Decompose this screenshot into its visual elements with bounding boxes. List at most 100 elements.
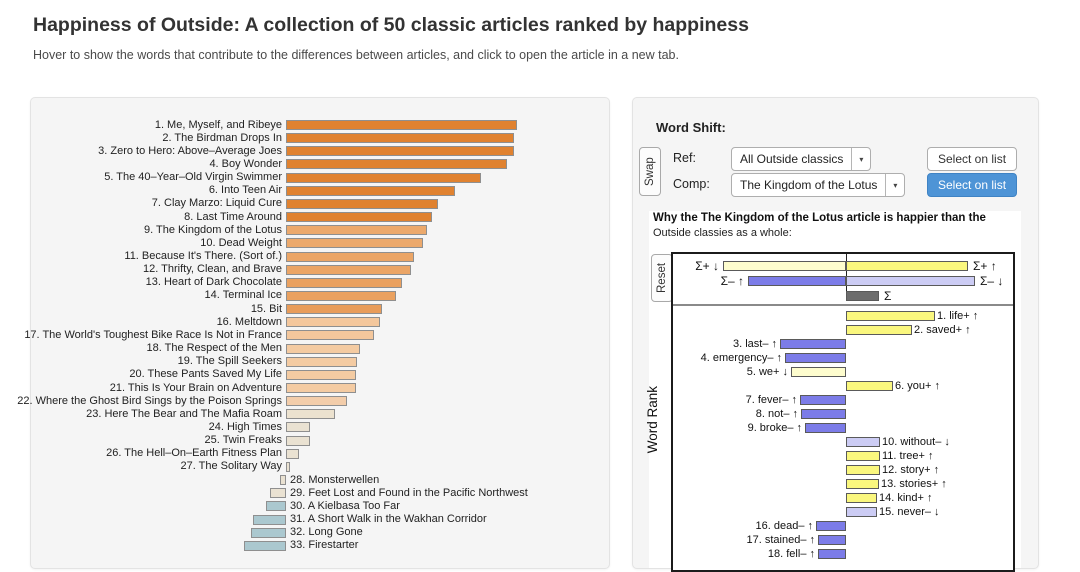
word-bar[interactable] <box>846 507 877 517</box>
article-bar[interactable] <box>280 475 286 486</box>
select-ref-on-list-button[interactable]: Select on list <box>927 147 1018 171</box>
article-bar[interactable] <box>286 396 347 407</box>
article-label[interactable]: 25. Twin Freaks <box>204 434 282 447</box>
word-bar[interactable] <box>846 381 893 391</box>
article-bar[interactable] <box>286 409 335 420</box>
swap-button[interactable]: Swap <box>639 147 661 196</box>
article-label[interactable]: 26. The Hell–On–Earth Fitness Plan <box>106 447 282 460</box>
word-bar[interactable] <box>818 549 846 559</box>
word-bar[interactable] <box>846 451 880 461</box>
article-label[interactable]: 4. Boy Wonder <box>209 157 282 170</box>
article-label[interactable]: 19. The Spill Seekers <box>177 355 282 368</box>
word-label[interactable]: 7. fever– ↑ <box>745 394 797 406</box>
word-label[interactable]: 17. stained– ↑ <box>746 534 816 546</box>
word-bar[interactable] <box>846 493 877 503</box>
article-label[interactable]: 20. These Pants Saved My Life <box>129 368 282 381</box>
article-label[interactable]: 14. Terminal Ice <box>204 289 282 302</box>
word-label[interactable]: 11. tree+ ↑ <box>882 450 934 462</box>
word-label[interactable]: 9. broke– ↑ <box>747 422 802 434</box>
word-label[interactable]: 12. story+ ↑ <box>882 464 940 476</box>
article-bar[interactable] <box>286 198 438 209</box>
article-bar[interactable] <box>286 146 514 157</box>
article-bar[interactable] <box>286 422 310 433</box>
article-bar[interactable] <box>286 356 357 367</box>
article-bar[interactable] <box>286 304 382 315</box>
article-label[interactable]: 21. This Is Your Brain on Adventure <box>109 381 282 394</box>
article-label[interactable]: 11. Because It's There. (Sort of.) <box>124 250 282 262</box>
word-bar[interactable] <box>801 409 846 419</box>
article-label[interactable]: 29. Feet Lost and Found in the Pacific N… <box>290 486 528 499</box>
article-bar[interactable] <box>286 264 411 275</box>
article-bar[interactable] <box>286 317 380 328</box>
article-bar[interactable] <box>286 290 396 301</box>
article-label[interactable]: 10. Dead Weight <box>200 236 282 249</box>
article-bar[interactable] <box>286 343 360 354</box>
article-bar[interactable] <box>270 488 286 499</box>
word-label[interactable]: 5. we+ ↓ <box>746 366 788 378</box>
article-label[interactable]: 22. Where the Ghost Bird Sings by the Po… <box>17 394 282 407</box>
word-label[interactable]: 1. life+ ↑ <box>937 310 979 322</box>
article-label[interactable]: 24. High Times <box>208 420 282 433</box>
article-bar[interactable] <box>286 277 402 288</box>
article-bar[interactable] <box>244 540 286 551</box>
article-label[interactable]: 7. Clay Marzo: Liquid Cure <box>151 197 282 210</box>
article-bar[interactable] <box>286 172 481 183</box>
article-bar[interactable] <box>266 501 286 512</box>
word-label[interactable]: 10. without– ↓ <box>882 436 950 448</box>
ref-dropdown[interactable]: All Outside classics ▾ <box>731 147 872 171</box>
word-bar[interactable] <box>846 479 879 489</box>
article-label[interactable]: 3. Zero to Hero: Above–Average Joes <box>98 144 282 157</box>
article-label[interactable]: 28. Monsterwellen <box>290 473 380 486</box>
article-label[interactable]: 13. Heart of Dark Chocolate <box>145 276 282 289</box>
article-label[interactable]: 1. Me, Myself, and Ribeye <box>154 118 282 131</box>
word-bar[interactable] <box>846 465 880 475</box>
word-label[interactable]: 4. emergency– ↑ <box>700 352 782 364</box>
word-bar[interactable] <box>846 437 880 447</box>
article-label[interactable]: 9. The Kingdom of the Lotus <box>144 223 282 236</box>
article-bar[interactable] <box>286 330 374 341</box>
article-label[interactable]: 12. Thrifty, Clean, and Brave <box>143 263 282 276</box>
article-label[interactable]: 8. Last Time Around <box>184 210 282 223</box>
article-label[interactable]: 6. Into Teen Air <box>208 184 282 197</box>
article-bar[interactable] <box>286 120 517 130</box>
word-label[interactable]: 15. never– ↓ <box>879 506 940 518</box>
article-label[interactable]: 31. A Short Walk in the Wakhan Corridor <box>290 513 487 525</box>
comp-dropdown[interactable]: The Kingdom of the Lotus ▾ <box>731 173 906 197</box>
reset-button[interactable]: Reset <box>651 254 673 302</box>
article-bar[interactable] <box>286 461 290 472</box>
word-label[interactable]: 13. stories+ ↑ <box>881 478 947 490</box>
article-label[interactable]: 30. A Kielbasa Too Far <box>290 499 400 512</box>
word-bar[interactable] <box>780 339 846 349</box>
article-bar[interactable] <box>286 369 356 380</box>
article-label[interactable]: 23. Here The Bear and The Mafia Roam <box>86 407 282 420</box>
word-bar[interactable] <box>816 521 846 531</box>
article-bar[interactable] <box>286 185 455 196</box>
word-bar[interactable] <box>785 353 846 363</box>
article-bar[interactable] <box>286 383 356 393</box>
word-label[interactable]: 8. not– ↑ <box>755 408 798 420</box>
article-bar[interactable] <box>286 238 423 249</box>
word-label[interactable]: 16. dead– ↑ <box>755 520 814 532</box>
article-bar[interactable] <box>286 435 310 446</box>
word-label[interactable]: 6. you+ ↑ <box>895 380 940 392</box>
select-comp-on-list-button[interactable]: Select on list <box>927 173 1018 197</box>
article-label[interactable]: 18. The Respect of the Men <box>146 342 282 355</box>
article-label[interactable]: 33. Firestarter <box>290 539 359 552</box>
word-label[interactable]: 2. saved+ ↑ <box>914 324 971 336</box>
article-bar[interactable] <box>286 212 432 223</box>
article-label[interactable]: 27. The Solitary Way <box>180 460 283 473</box>
article-bar[interactable] <box>286 133 514 144</box>
word-bar[interactable] <box>800 395 846 405</box>
word-bar[interactable] <box>791 367 846 377</box>
article-bar[interactable] <box>286 448 299 459</box>
article-label[interactable]: 16. Meltdown <box>216 315 282 328</box>
article-bar[interactable] <box>286 159 507 170</box>
article-bar[interactable] <box>286 225 427 236</box>
article-label[interactable]: 5. The 40–Year–Old Virgin Swimmer <box>104 171 282 184</box>
word-label[interactable]: 3. last– ↑ <box>732 338 777 350</box>
article-bar[interactable] <box>286 251 414 262</box>
word-bar[interactable] <box>818 535 846 545</box>
article-bar[interactable] <box>253 514 286 525</box>
article-label[interactable]: 17. The World's Toughest Bike Race Is No… <box>24 328 282 341</box>
article-label[interactable]: 15. Bit <box>250 302 282 315</box>
